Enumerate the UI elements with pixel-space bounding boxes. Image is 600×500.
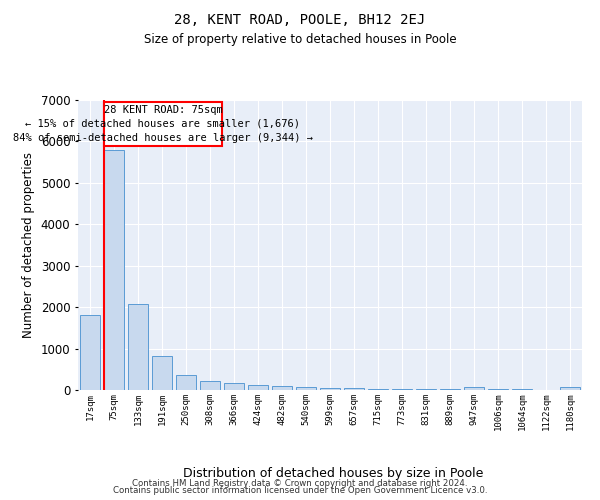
Text: Size of property relative to detached houses in Poole: Size of property relative to detached ho…: [143, 32, 457, 46]
Y-axis label: Number of detached properties: Number of detached properties: [22, 152, 35, 338]
Text: Contains HM Land Registry data © Crown copyright and database right 2024.: Contains HM Land Registry data © Crown c…: [132, 478, 468, 488]
Text: 28 KENT ROAD: 75sqm
← 15% of detached houses are smaller (1,676)
84% of semi-det: 28 KENT ROAD: 75sqm ← 15% of detached ho…: [13, 105, 313, 143]
Bar: [224, 384, 244, 390]
FancyBboxPatch shape: [104, 102, 222, 146]
Bar: [392, 389, 412, 390]
Bar: [80, 316, 100, 390]
Bar: [248, 385, 268, 390]
Bar: [296, 387, 316, 390]
Bar: [488, 389, 508, 390]
Bar: [464, 386, 484, 390]
Bar: [152, 356, 172, 390]
Bar: [272, 386, 292, 390]
Bar: [416, 389, 436, 390]
Text: Contains public sector information licensed under the Open Government Licence v3: Contains public sector information licen…: [113, 486, 487, 495]
Bar: [560, 388, 580, 390]
Bar: [320, 388, 340, 390]
Bar: [368, 388, 388, 390]
Bar: [104, 150, 124, 390]
Bar: [344, 388, 364, 390]
Bar: [200, 381, 220, 390]
Text: 28, KENT ROAD, POOLE, BH12 2EJ: 28, KENT ROAD, POOLE, BH12 2EJ: [175, 12, 425, 26]
Text: Distribution of detached houses by size in Poole: Distribution of detached houses by size …: [183, 467, 483, 480]
Bar: [128, 304, 148, 390]
Bar: [176, 374, 196, 390]
